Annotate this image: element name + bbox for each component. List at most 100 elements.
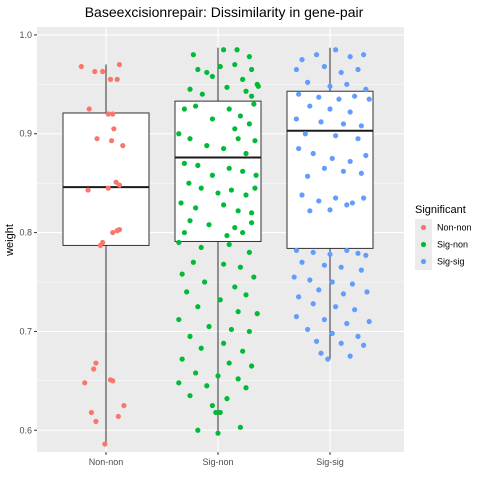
data-point	[204, 143, 210, 149]
y-tick-label: 0.8	[19, 228, 32, 238]
data-point	[121, 402, 127, 409]
data-point	[340, 168, 347, 174]
data-point	[86, 106, 92, 112]
data-point	[217, 297, 223, 303]
data-point	[240, 229, 246, 236]
data-point	[246, 54, 252, 60]
data-point	[209, 402, 215, 409]
data-point	[355, 66, 361, 73]
data-point	[206, 222, 212, 228]
data-point	[293, 313, 299, 320]
data-point	[355, 333, 361, 339]
chart-title: Baseexcisionrepair: Dissimilarity in gen…	[85, 4, 364, 20]
data-point	[333, 47, 339, 53]
data-point	[296, 91, 302, 97]
x-tick-label: Sig-sig	[316, 457, 344, 467]
data-point	[249, 210, 255, 216]
data-point	[184, 289, 190, 295]
data-point	[338, 340, 344, 346]
data-point	[358, 170, 364, 176]
box	[286, 90, 374, 249]
data-point	[347, 54, 353, 60]
data-point	[217, 63, 223, 70]
data-point	[193, 103, 199, 109]
data-point	[327, 106, 333, 112]
data-point	[199, 91, 205, 97]
data-point	[204, 69, 210, 76]
legend-item-sig-sig: Sig-sig	[415, 253, 465, 270]
data-point	[228, 187, 235, 193]
data-point	[305, 79, 311, 85]
data-point	[190, 52, 196, 58]
data-point	[221, 261, 227, 267]
data-point	[313, 52, 320, 58]
legend-item-sig-non: Sig-non	[415, 236, 468, 253]
x-axis: Non-non Sig-non Sig-sig	[89, 452, 344, 467]
data-point	[299, 57, 305, 63]
data-point	[321, 165, 327, 171]
data-point	[235, 136, 241, 142]
data-point	[82, 380, 88, 386]
data-point	[201, 279, 208, 285]
data-point	[366, 318, 372, 325]
data-point	[176, 316, 182, 323]
data-point	[340, 121, 347, 127]
data-point	[226, 360, 232, 366]
data-point	[318, 350, 324, 356]
data-point	[93, 418, 99, 424]
legend-label: Sig-sig	[437, 257, 465, 267]
data-point	[110, 111, 116, 117]
data-point	[232, 61, 238, 68]
data-point	[193, 370, 199, 376]
data-point	[105, 185, 111, 191]
data-point	[363, 86, 369, 92]
legend-marker	[420, 241, 427, 248]
data-point	[235, 376, 241, 382]
data-point	[307, 103, 313, 109]
data-point	[347, 109, 353, 115]
data-point	[344, 247, 350, 253]
legend-label: Non-non	[437, 223, 472, 233]
data-point	[235, 208, 241, 214]
data-point	[195, 66, 201, 73]
data-point	[293, 116, 299, 122]
data-point	[115, 413, 121, 420]
data-point	[321, 63, 327, 70]
data-point	[221, 202, 227, 208]
data-point	[327, 207, 333, 213]
data-point	[252, 138, 258, 144]
data-point	[195, 162, 201, 168]
data-point	[366, 96, 372, 102]
y-axis-title: weight	[4, 224, 16, 257]
data-point	[110, 378, 116, 384]
data-point	[249, 93, 255, 99]
data-point	[237, 264, 243, 270]
data-point	[186, 180, 192, 186]
data-point	[94, 136, 100, 142]
data-point	[215, 430, 221, 436]
data-point	[102, 441, 108, 447]
data-point	[291, 274, 297, 280]
data-point	[344, 320, 350, 327]
data-point	[187, 86, 193, 92]
data-point	[352, 307, 358, 313]
data-point	[307, 208, 313, 214]
data-point	[91, 366, 97, 372]
data-point	[302, 131, 308, 137]
data-point	[249, 220, 255, 226]
data-point	[204, 383, 210, 389]
data-point	[181, 229, 187, 236]
x-tick-label: Non-non	[89, 457, 124, 467]
data-point	[307, 277, 313, 283]
data-point	[340, 291, 347, 297]
data-point	[114, 76, 120, 82]
boxplots	[62, 47, 374, 444]
box	[174, 100, 262, 242]
data-point	[92, 68, 98, 75]
data-point	[232, 284, 238, 290]
data-point	[226, 165, 232, 171]
data-point	[249, 66, 255, 73]
data-point	[305, 173, 311, 179]
data-point	[198, 345, 204, 351]
data-point	[344, 202, 350, 208]
